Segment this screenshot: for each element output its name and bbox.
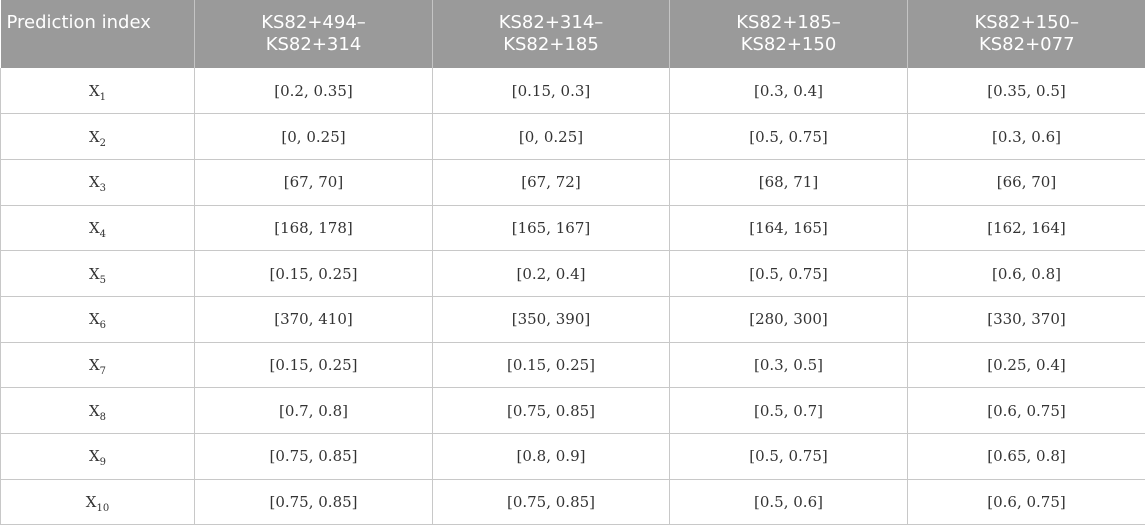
index-symbol: X (88, 310, 100, 329)
prediction-index-cell: X6 (0, 296, 195, 343)
index-symbol: X (88, 355, 100, 374)
index-symbol: X (88, 81, 100, 100)
header-section-4-line2: KS82+077 (978, 34, 1075, 55)
index-subscript: 3 (99, 183, 107, 195)
header-section-3: KS82+185– KS82+150 (669, 0, 908, 68)
header-section-2-line1: KS82+314– (498, 12, 604, 33)
interval-cell: [0.75, 0.85] (194, 433, 433, 480)
interval-cell: [0.5, 0.75] (669, 113, 908, 160)
interval-cell: [0, 0.25] (194, 113, 433, 160)
interval-cell: [0.15, 0.25] (194, 342, 433, 389)
interval-cell: [0.5, 0.75] (669, 250, 908, 297)
interval-cell: [0.75, 0.85] (432, 387, 670, 434)
index-subscript: 6 (99, 320, 107, 332)
table-header: Prediction index KS82+494– KS82+314 KS82… (0, 0, 1145, 68)
interval-cell: [67, 72] (432, 159, 670, 206)
header-section-1-line1: KS82+494– (261, 12, 366, 33)
prediction-index-cell: X7 (0, 342, 195, 389)
table-row: X2 [0, 0.25] [0, 0.25] [0.5, 0.75] [0.3, 0.6… (0, 113, 1145, 160)
interval-cell: [0.2, 0.35] (194, 68, 433, 115)
index-subscript: 10 (96, 503, 110, 515)
interval-cell: [164, 165] (669, 205, 908, 252)
table-row: X10 [0.75, 0.85] [0.75, 0.85] [0.5, 0.6] [0.… (0, 479, 1145, 526)
table-row: X8 [0.7, 0.8] [0.75, 0.85] [0.5, 0.7] [0.6, … (0, 387, 1145, 434)
interval-cell: [66, 70] (907, 159, 1145, 206)
prediction-index-cell: X5 (0, 250, 195, 297)
interval-cell: [162, 164] (907, 205, 1145, 252)
interval-cell: [0.15, 0.3] (432, 68, 670, 115)
prediction-index-cell: X10 (0, 479, 195, 526)
index-subscript: 9 (99, 457, 107, 469)
prediction-index-cell: X9 (0, 433, 195, 480)
table-row: X7 [0.15, 0.25] [0.15, 0.25] [0.3, 0.5] [0.2… (0, 342, 1145, 389)
interval-cell: [168, 178] (194, 205, 433, 252)
interval-cell: [0.8, 0.9] (432, 433, 670, 480)
index-subscript: 8 (99, 411, 107, 423)
index-symbol: X (88, 447, 100, 466)
interval-cell: [0.6, 0.75] (907, 387, 1145, 434)
index-symbol: X (88, 264, 100, 283)
interval-cell: [0.65, 0.8] (907, 433, 1145, 480)
interval-cell: [0.5, 0.75] (669, 433, 908, 480)
prediction-index-cell: X1 (0, 68, 195, 115)
interval-cell: [165, 167] (432, 205, 670, 252)
interval-cell: [0, 0.25] (432, 113, 670, 160)
header-prediction-index: Prediction index (0, 0, 195, 68)
header-section-2: KS82+314– KS82+185 (432, 0, 670, 68)
interval-cell: [370, 410] (194, 296, 433, 343)
index-subscript: 1 (99, 91, 107, 103)
table-row: X9 [0.75, 0.85] [0.8, 0.9] [0.5, 0.75] [0.65… (0, 433, 1145, 480)
interval-cell: [0.25, 0.4] (907, 342, 1145, 389)
header-row: Prediction index KS82+494– KS82+314 KS82… (0, 0, 1145, 68)
interval-cell: [0.75, 0.85] (194, 479, 433, 526)
table-row: X3 [67, 70] [67, 72] [68, 71] [66, 70] (0, 159, 1145, 206)
header-section-2-line2: KS82+185 (503, 34, 599, 55)
index-symbol: X (88, 401, 100, 420)
prediction-index-cell: X4 (0, 205, 195, 252)
interval-cell: [350, 390] (432, 296, 670, 343)
table-row: X4 [168, 178] [165, 167] [164, 165] [162, 16… (0, 205, 1145, 252)
header-section-3-line2: KS82+150 (740, 34, 837, 55)
interval-cell: [330, 370] (907, 296, 1145, 343)
interval-cell: [68, 71] (669, 159, 908, 206)
interval-cell: [0.3, 0.6] (907, 113, 1145, 160)
prediction-index-cell: X8 (0, 387, 195, 434)
interval-cell: [0.7, 0.8] (194, 387, 433, 434)
interval-cell: [67, 70] (194, 159, 433, 206)
interval-cell: [0.3, 0.4] (669, 68, 908, 115)
index-subscript: 4 (99, 228, 107, 240)
prediction-index-cell: X2 (0, 113, 195, 160)
interval-cell: [0.15, 0.25] (194, 250, 433, 297)
interval-cell: [0.35, 0.5] (907, 68, 1145, 115)
index-symbol: X (88, 173, 100, 192)
interval-cell: [0.15, 0.25] (432, 342, 670, 389)
header-section-3-line1: KS82+185– (736, 12, 841, 33)
header-section-4: KS82+150– KS82+077 (907, 0, 1145, 68)
index-symbol: X (88, 218, 100, 237)
interval-cell: [0.6, 0.8] (907, 250, 1145, 297)
interval-cell: [0.5, 0.7] (669, 387, 908, 434)
interval-cell: [0.6, 0.75] (907, 479, 1145, 526)
table-row: X6 [370, 410] [350, 390] [280, 300] [330, 37… (0, 296, 1145, 343)
interval-cell: [280, 300] (669, 296, 908, 343)
index-symbol: X (88, 127, 100, 146)
prediction-index-cell: X3 (0, 159, 195, 206)
index-symbol: X (85, 493, 97, 512)
interval-cell: [0.2, 0.4] (432, 250, 670, 297)
index-subscript: 7 (99, 365, 107, 377)
index-subscript: 5 (99, 274, 107, 286)
interval-cell: [0.3, 0.5] (669, 342, 908, 389)
header-section-4-line1: KS82+150– (974, 12, 1080, 33)
table-row: X1 [0.2, 0.35] [0.15, 0.3] [0.3, 0.4] [0.35,… (0, 68, 1145, 115)
interval-cell: [0.5, 0.6] (669, 479, 908, 526)
header-section-1: KS82+494– KS82+314 (194, 0, 433, 68)
table-row: X5 [0.15, 0.25] [0.2, 0.4] [0.5, 0.75] [0.6,… (0, 250, 1145, 297)
table-body: X1 [0.2, 0.35] [0.15, 0.3] [0.3, 0.4] [0.35,… (0, 68, 1145, 526)
interval-cell: [0.75, 0.85] (432, 479, 670, 526)
index-subscript: 2 (99, 137, 107, 149)
header-section-1-line2: KS82+314 (265, 34, 362, 55)
